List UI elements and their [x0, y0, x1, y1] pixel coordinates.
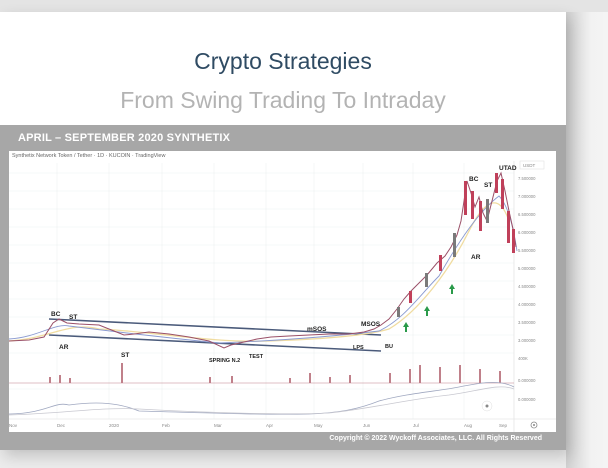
svg-text:4.000000: 4.000000 — [518, 302, 536, 307]
svg-text:Jun: Jun — [363, 423, 371, 428]
svg-text:AR: AR — [471, 254, 481, 261]
svg-text:BC: BC — [51, 311, 61, 318]
svg-text:6.000000: 6.000000 — [518, 230, 536, 235]
currency-badge[interactable]: USDT — [519, 160, 545, 170]
price-chart[interactable]: Synthetix Network Token / Tether · 1D · … — [8, 151, 556, 432]
chart-frame: APRIL – SEPTEMBER 2020 SYNTHETIX Synthet… — [0, 125, 566, 450]
svg-text:Apr: Apr — [266, 423, 274, 428]
svg-text:2020: 2020 — [109, 423, 120, 428]
oscillator-line — [8, 382, 515, 415]
right-shadow — [566, 12, 608, 468]
scroll-reset-icon[interactable] — [481, 400, 493, 412]
svg-text:USDT: USDT — [523, 163, 536, 168]
svg-text:0.000000: 0.000000 — [518, 397, 536, 402]
svg-text:Jul: Jul — [413, 423, 419, 428]
svg-text:ST: ST — [484, 182, 492, 189]
svg-text:May: May — [314, 423, 323, 428]
svg-text:BU: BU — [385, 344, 393, 350]
svg-text:Nov: Nov — [9, 423, 18, 428]
candles — [397, 173, 515, 317]
svg-text:0.000000: 0.000000 — [518, 378, 536, 383]
chart-symbol-header: Synthetix Network Token / Tether · 1D · … — [12, 153, 166, 159]
svg-text:mSOS: mSOS — [307, 326, 327, 333]
svg-text:6.500000: 6.500000 — [518, 212, 536, 217]
svg-text:UTAD: UTAD — [499, 165, 517, 172]
svg-text:MSOS: MSOS — [361, 321, 381, 328]
svg-text:Feb: Feb — [162, 423, 170, 428]
volume-bars — [49, 363, 501, 383]
svg-text:5.000000: 5.000000 — [518, 266, 536, 271]
x-axis-labels: Nov Dec 2020 Feb Mar Apr May Jun Jul Aug Sep — [9, 423, 508, 428]
svg-text:AR: AR — [59, 344, 69, 351]
svg-text:4.500000: 4.500000 — [518, 284, 536, 289]
svg-text:400K: 400K — [518, 356, 528, 361]
svg-text:3.500000: 3.500000 — [518, 320, 536, 325]
slow-ma-line — [8, 202, 510, 342]
gear-icon[interactable] — [530, 421, 538, 429]
svg-text:LPS: LPS — [353, 345, 364, 351]
svg-text:ST: ST — [69, 314, 77, 321]
svg-text:Mar: Mar — [214, 423, 222, 428]
top-band — [0, 0, 608, 12]
grid — [9, 163, 514, 419]
svg-text:BC: BC — [469, 176, 479, 183]
svg-text:7.500000: 7.500000 — [518, 176, 536, 181]
oscillator-signal-line — [8, 386, 515, 416]
chart-frame-title: APRIL – SEPTEMBER 2020 SYNTHETIX — [18, 132, 231, 144]
svg-text:Aug: Aug — [464, 423, 473, 428]
up-arrow-icon — [449, 284, 455, 294]
up-arrow-icon — [403, 322, 409, 332]
svg-text:TEST: TEST — [249, 354, 264, 360]
svg-text:Sep: Sep — [499, 423, 508, 428]
svg-text:3.000000: 3.000000 — [518, 338, 536, 343]
svg-text:7.000000: 7.000000 — [518, 194, 536, 199]
wyckoff-labels: BC ST AR ST SPRING N.2 TEST mSOS LPS MSO… — [51, 165, 517, 364]
y-axis-labels: 7.500000 7.000000 6.500000 6.000000 5.5000… — [518, 176, 536, 402]
svg-text:Dec: Dec — [57, 423, 66, 428]
page-subtitle: From Swing Trading To Intraday — [120, 87, 446, 113]
copyright-text: Copyright © 2022 Wyckoff Associates, LLC… — [329, 435, 542, 442]
up-arrow-icon — [424, 306, 430, 316]
buy-arrows — [403, 284, 455, 332]
svg-text:5.500000: 5.500000 — [518, 248, 536, 253]
svg-text:ST: ST — [121, 352, 129, 359]
chart-canvas: BC ST AR ST SPRING N.2 TEST mSOS LPS MSO… — [8, 160, 556, 432]
page-title: Crypto Strategies — [194, 48, 372, 74]
svg-text:SPRING N.2: SPRING N.2 — [209, 358, 240, 364]
